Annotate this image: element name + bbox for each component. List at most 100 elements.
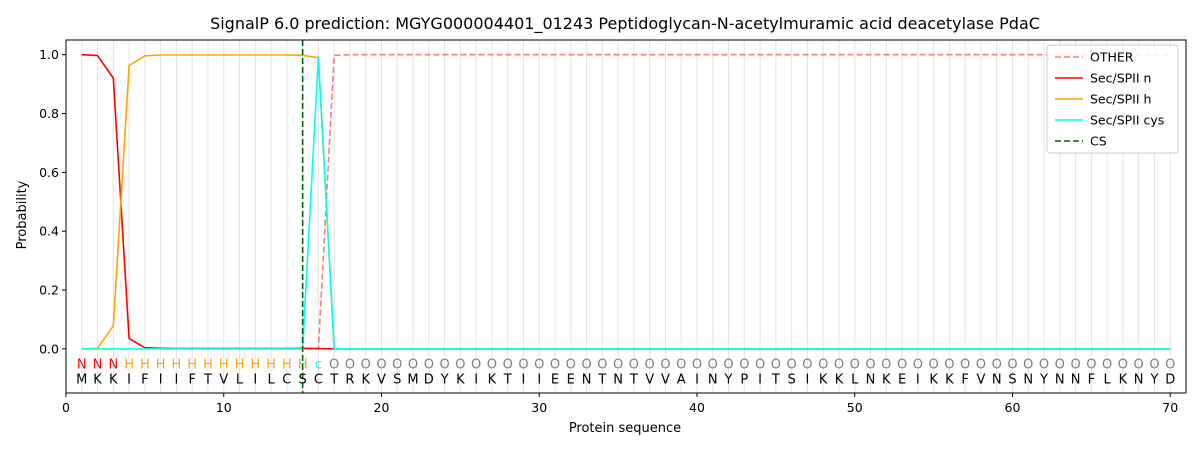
residue-letter: K bbox=[1119, 372, 1128, 387]
residue-label: O bbox=[897, 358, 907, 373]
residue-label: O bbox=[676, 358, 686, 373]
legend-label: Sec/SPII cys bbox=[1090, 113, 1164, 128]
residue-letter: K bbox=[945, 372, 954, 387]
residue-label: O bbox=[471, 358, 481, 373]
residue-letter: K bbox=[488, 372, 497, 387]
residue-label: O bbox=[392, 358, 402, 373]
residue-label: N bbox=[77, 358, 87, 373]
residue-label: O bbox=[487, 358, 497, 373]
residue-label: O bbox=[345, 358, 355, 373]
residue-letter: V bbox=[219, 372, 228, 387]
x-tick-label: 50 bbox=[847, 400, 863, 415]
residue-label: O bbox=[834, 358, 844, 373]
residue-letter: T bbox=[503, 372, 512, 387]
residue-label: H bbox=[156, 358, 166, 373]
residue-letter: D bbox=[1165, 372, 1175, 387]
series-line-sec-spii-cys bbox=[81, 55, 1171, 350]
residue-letter: T bbox=[329, 372, 338, 387]
residue-letter: Y bbox=[440, 372, 449, 387]
residue-letter: F bbox=[188, 372, 195, 387]
y-tick-label: 1.0 bbox=[39, 47, 59, 62]
residue-label: O bbox=[723, 358, 733, 373]
residue-letter: I bbox=[916, 372, 920, 387]
residue-letter: K bbox=[109, 372, 118, 387]
residue-letter: K bbox=[361, 372, 370, 387]
y-axis-label: Probability bbox=[15, 180, 30, 249]
residue-label: O bbox=[881, 358, 891, 373]
residue-letter: S bbox=[393, 372, 401, 387]
residue-letter: Y bbox=[1039, 372, 1048, 387]
residue-label: O bbox=[692, 358, 702, 373]
residue-letter: E bbox=[898, 372, 906, 387]
residue-letter: L bbox=[1104, 372, 1112, 387]
series-line-sec-spii-n bbox=[81, 53, 1171, 350]
residue-label: O bbox=[361, 358, 371, 373]
plot-area: NMNKNKHIHFHIHIHFHTHVHLHIHLHCHScCOTOROKOV… bbox=[39, 39, 1187, 415]
residue-letter: I bbox=[758, 372, 762, 387]
residue-label: O bbox=[802, 358, 812, 373]
residue-label: N bbox=[108, 358, 118, 373]
residue-label: O bbox=[850, 358, 860, 373]
y-axis: 0.0 0.2 0.4 0.6 0.8 1.0 bbox=[39, 47, 66, 356]
residue-letter: S bbox=[298, 372, 306, 387]
residue-letter: V bbox=[661, 372, 670, 387]
residue-label: O bbox=[550, 358, 560, 373]
residue-letter: M bbox=[76, 372, 87, 387]
x-tick-label: 70 bbox=[1162, 400, 1178, 415]
residue-label: O bbox=[408, 358, 418, 373]
y-tick-label: 0.4 bbox=[39, 224, 59, 239]
residue-letter: T bbox=[597, 372, 606, 387]
residue-label: O bbox=[503, 358, 513, 373]
residue-label: O bbox=[424, 358, 434, 373]
chart-title: SignalP 6.0 prediction: MGYG000004401_01… bbox=[210, 14, 1040, 34]
residue-letter: I bbox=[474, 372, 478, 387]
x-tick-label: 0 bbox=[62, 400, 70, 415]
residue-letter: N bbox=[866, 372, 876, 387]
residue-label: O bbox=[1086, 358, 1096, 373]
residue-letter: N bbox=[1071, 372, 1081, 387]
residue-label: O bbox=[455, 358, 465, 373]
residue-letter: I bbox=[159, 372, 163, 387]
residue-letter: I bbox=[175, 372, 179, 387]
sequence-annotation: NMNKNKHIHFHIHIHFHTHVHLHIHLHCHScCOTOROKOV… bbox=[76, 358, 1175, 388]
residue-letter: N bbox=[708, 372, 718, 387]
residue-letter: N bbox=[992, 372, 1002, 387]
residue-letter: M bbox=[407, 372, 418, 387]
residue-label: N bbox=[93, 358, 103, 373]
residue-label: H bbox=[203, 358, 213, 373]
residue-label: O bbox=[818, 358, 828, 373]
residue-letter: V bbox=[377, 372, 386, 387]
residue-label: O bbox=[597, 358, 607, 373]
residue-letter: Y bbox=[1149, 372, 1158, 387]
residue-letter: R bbox=[345, 372, 354, 387]
residue-letter: E bbox=[567, 372, 575, 387]
residue-letter: I bbox=[522, 372, 526, 387]
residue-letter: I bbox=[127, 372, 131, 387]
residue-letter: L bbox=[851, 372, 859, 387]
residue-label: O bbox=[1070, 358, 1080, 373]
residue-label: O bbox=[376, 358, 386, 373]
residue-label: H bbox=[235, 358, 245, 373]
residue-letter: N bbox=[582, 372, 592, 387]
residue-label: O bbox=[865, 358, 875, 373]
residue-label: H bbox=[282, 358, 292, 373]
residue-letter: V bbox=[976, 372, 985, 387]
residue-label: O bbox=[1165, 358, 1175, 373]
residue-label: O bbox=[534, 358, 544, 373]
residue-label: H bbox=[266, 358, 276, 373]
residue-label: O bbox=[928, 358, 938, 373]
residue-label: O bbox=[913, 358, 923, 373]
residue-label: O bbox=[787, 358, 797, 373]
residue-label: O bbox=[518, 358, 528, 373]
residue-letter: L bbox=[267, 372, 275, 387]
residue-letter: I bbox=[695, 372, 699, 387]
residue-letter: F bbox=[141, 372, 148, 387]
residue-label: O bbox=[1134, 358, 1144, 373]
residue-label: O bbox=[755, 358, 765, 373]
residue-label: H bbox=[140, 358, 150, 373]
residue-letter: F bbox=[1088, 372, 1095, 387]
plot-frame bbox=[65, 39, 1187, 394]
residue-label: O bbox=[739, 358, 749, 373]
residue-label: O bbox=[1118, 358, 1128, 373]
